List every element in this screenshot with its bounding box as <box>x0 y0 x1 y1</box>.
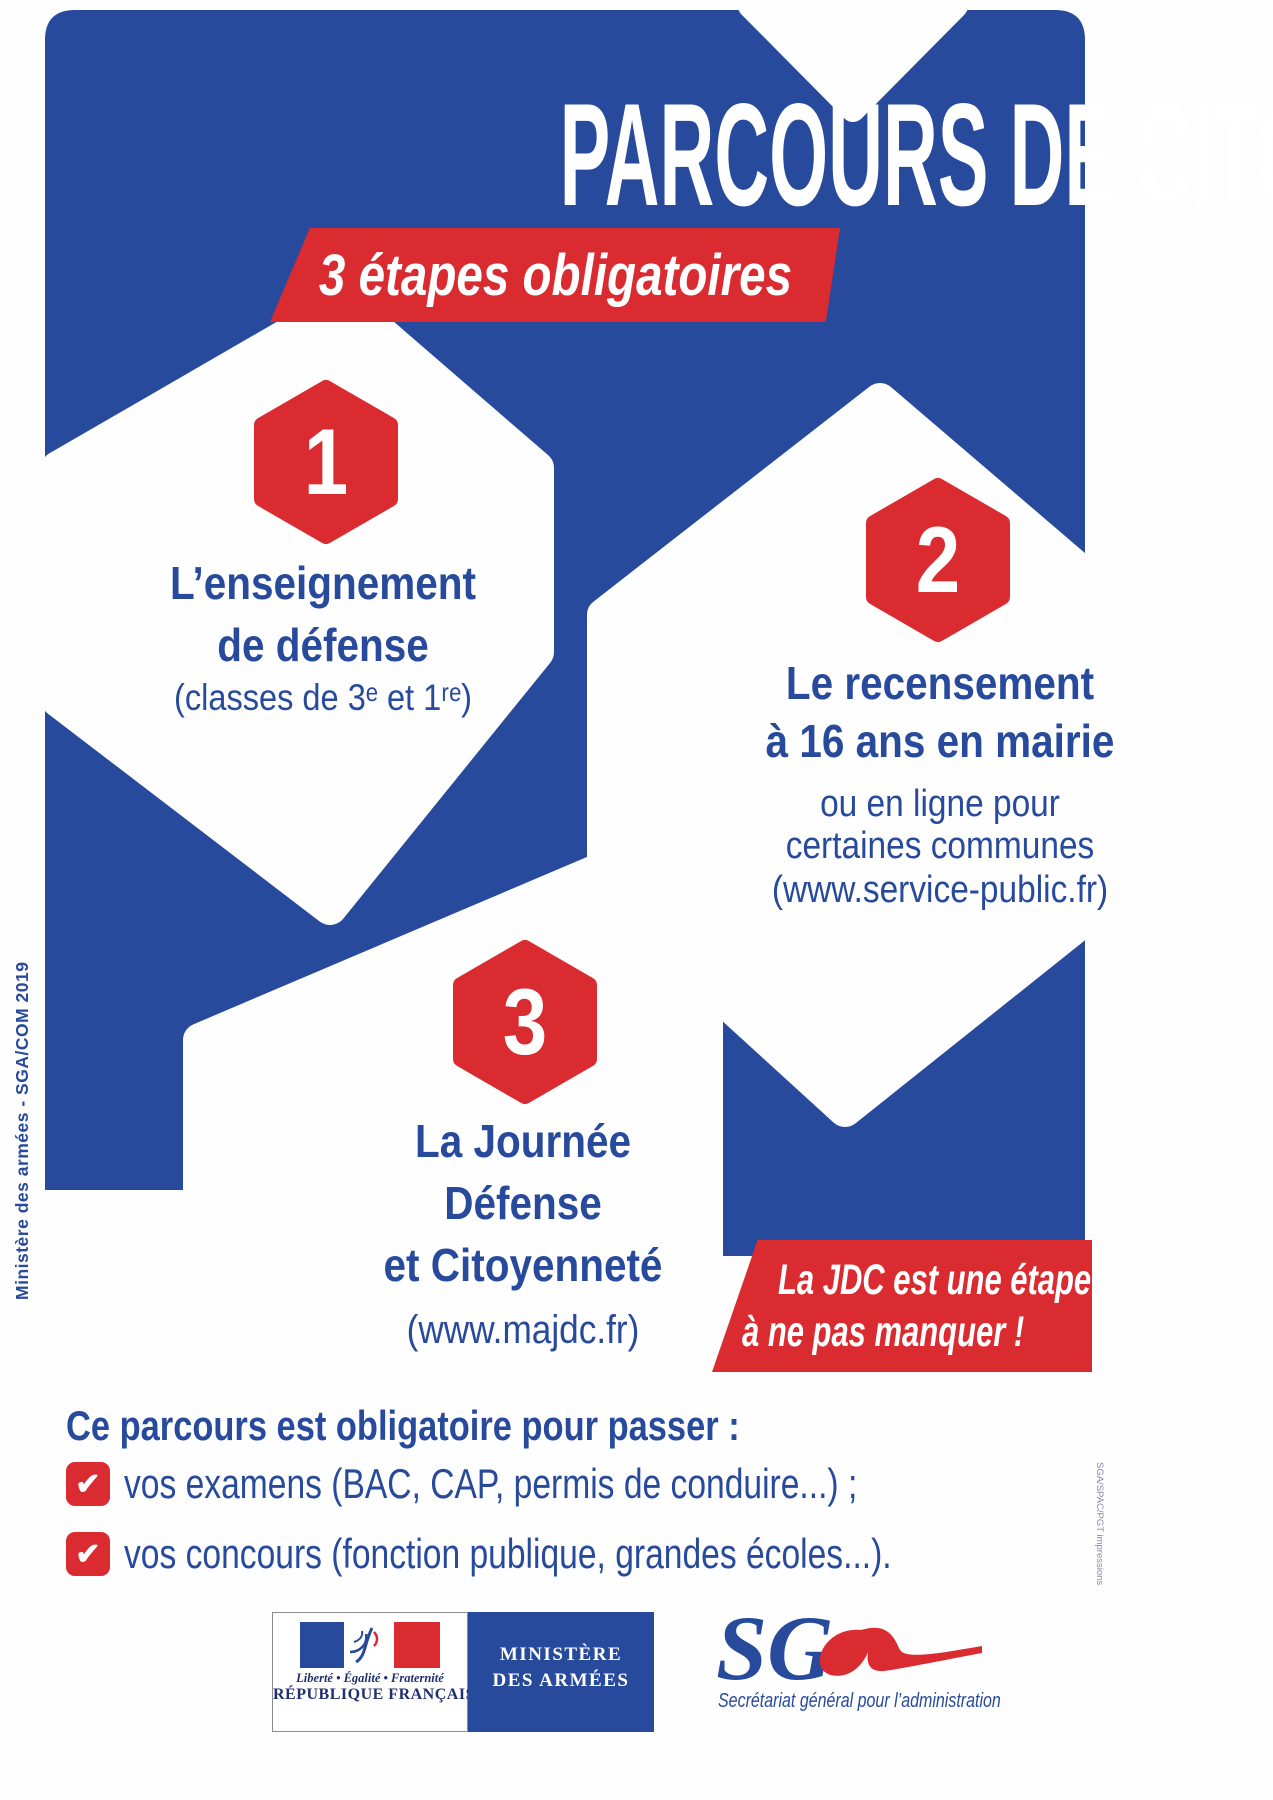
checklist-intro: Ce parcours est obligatoire pour passer … <box>66 1402 740 1449</box>
rf-motto: Liberté • Égalité • Fraternité <box>296 1671 444 1685</box>
sga-acronym: SG <box>716 1597 834 1699</box>
french-flag-marianne-icon <box>300 1622 440 1668</box>
step2-title-line1: Le recensement <box>785 657 1095 709</box>
subtitle-ribbon: 3 étapes obligatoires <box>270 228 840 322</box>
step3-title-line3: et Citoyenneté <box>383 1239 663 1291</box>
sga-tagline: Secrétariat général pour l’administratio… <box>718 1690 1001 1712</box>
step2-subtitle-line2: certaines communes <box>785 825 1095 867</box>
ministere-line2: DES ARMÉES <box>492 1670 630 1691</box>
checklist-item-1: vos examens (BAC, CAP, permis de conduir… <box>124 1460 858 1507</box>
badge-1-number: 1 <box>303 409 349 514</box>
sga-swoosh-icon <box>819 1627 982 1676</box>
ministere-line1: MINISTÈRE <box>499 1644 623 1665</box>
badge-1-hexagon <box>254 380 398 544</box>
checkbox-icon: ✔ <box>66 1532 110 1576</box>
jdc-line1: La JDC est une étape clé, <box>778 1256 1152 1304</box>
republique-francaise-logo: Liberté • Égalité • Fraternité RÉPUBLIQU… <box>272 1612 487 1732</box>
rf-name: RÉPUBLIQUE FRANÇAISE <box>273 1686 487 1703</box>
step3-url: (www.majdc.fr) <box>406 1308 640 1352</box>
step1-title-line2: de défense <box>217 619 429 671</box>
check-icon: ✔ <box>75 1537 101 1571</box>
badge-3-number: 3 <box>502 969 548 1074</box>
top-notch <box>738 0 968 122</box>
badge-2-number: 2 <box>915 507 961 612</box>
jdc-line2: à ne pas manquer ! <box>742 1308 1025 1356</box>
check-icon: ✔ <box>75 1467 101 1501</box>
step2-title-line2: à 16 ans en mairie <box>765 715 1115 767</box>
badge-3-hexagon <box>453 940 597 1104</box>
step1-title-line1: L’enseignement <box>170 557 476 609</box>
print-credit: SGA/SPAC/PGT impressions <box>1094 1462 1105 1586</box>
side-credit: Ministère des armées - SGA/COM 2019 <box>12 961 32 1300</box>
step3-title-line1: La Journée <box>415 1115 631 1167</box>
badge-2-hexagon <box>866 478 1010 642</box>
step3-title-line2: Défense <box>444 1177 602 1229</box>
step2-subtitle-line1: ou en ligne pour <box>820 783 1060 825</box>
subtitle-text: 3 étapes obligatoires <box>318 242 792 308</box>
hexagon-step1 <box>41 285 554 925</box>
checklist-item-2: vos concours (fonction publique, grandes… <box>124 1530 892 1577</box>
step1-subtitle: (classes de 3ᵉ et 1ʳᵉ) <box>173 677 473 718</box>
poster-title-text: PARCOURS DE CITOYENNETÉ <box>559 73 1273 236</box>
checkbox-icon: ✔ <box>66 1462 110 1506</box>
step2-url: (www.service-public.fr) <box>771 869 1109 911</box>
poster-title: PARCOURS DE CITOYENNETÉ <box>45 82 1273 228</box>
jdc-ribbon: La JDC est une étape clé, à ne pas manqu… <box>712 1240 1092 1372</box>
ministere-des-armees-logo: MINISTÈRE DES ARMÉES <box>468 1612 654 1732</box>
